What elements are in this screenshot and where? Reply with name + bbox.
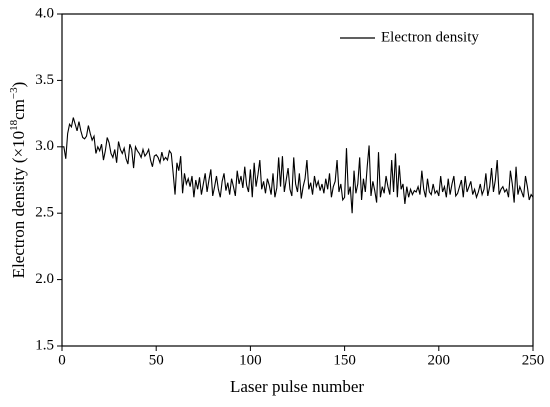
data-line [62,117,534,214]
x-tick-label: 150 [333,352,356,368]
y-label-sup: 18 [8,119,20,131]
y-tick-label: 3.0 [35,138,54,154]
y-tick-label: 2.5 [35,205,54,221]
y-axis-label: Electron density (×1018cm−3) [8,82,28,279]
x-tick-label: 250 [522,352,545,368]
x-tick-label: 0 [58,352,66,368]
y-tick-label: 4.0 [35,5,54,21]
x-tick-label: 200 [428,352,451,368]
x-axis-label: Laser pulse number [230,377,364,396]
y-tick-label: 1.5 [35,337,54,353]
legend-label: Electron density [381,29,479,45]
y-label-sup: −3 [8,87,20,99]
plot-frame [61,13,534,347]
y-tick-label: 2.0 [35,271,54,287]
y-label-part: ) [9,82,28,88]
x-tick-label: 50 [149,352,164,368]
y-label-part: Electron density (×10 [9,131,28,278]
x-tick-label: 100 [239,352,262,368]
y-tick-label: 3.5 [35,72,54,88]
y-label-part: cm [9,99,28,120]
